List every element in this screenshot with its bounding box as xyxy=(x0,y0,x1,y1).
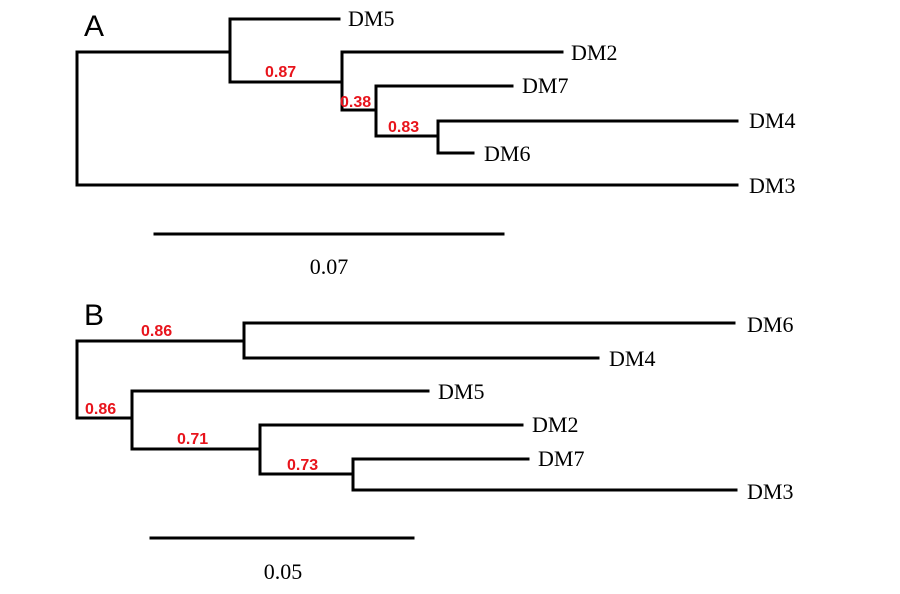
support-value-a-2: 0.38 xyxy=(340,94,371,111)
leaf-label-dm7-a: DM7 xyxy=(522,73,568,98)
leaf-label-dm6-a: DM6 xyxy=(484,141,530,166)
support-value-a-3: 0.83 xyxy=(388,119,419,136)
leaf-label-dm4-b: DM4 xyxy=(609,346,655,371)
leaf-label-dm3-b: DM3 xyxy=(747,479,793,504)
leaf-label-dm4-a: DM4 xyxy=(749,108,795,133)
support-value-b-3: 0.71 xyxy=(177,431,208,448)
leaf-label-dm2-a: DM2 xyxy=(571,40,617,65)
support-value-b-4: 0.73 xyxy=(287,457,318,474)
leaf-label-dm7-b: DM7 xyxy=(538,446,584,471)
leaf-label-dm5-b: DM5 xyxy=(438,379,484,404)
scale-bar-label-b: 0.05 xyxy=(264,559,303,584)
leaf-label-dm6-b: DM6 xyxy=(747,312,793,337)
leaf-label-dm5-a: DM5 xyxy=(348,6,394,31)
tree-panel-a: A DM5 DM2 DM7 DM4 DM6 DM3 0.87 0.38 0.83 xyxy=(75,6,795,279)
panel-label-b: B xyxy=(84,299,104,332)
support-value-a-1: 0.87 xyxy=(265,64,296,81)
support-value-b-1: 0.86 xyxy=(141,323,172,340)
scale-bar-label-a: 0.07 xyxy=(310,254,349,279)
support-value-b-2: 0.86 xyxy=(85,401,116,418)
tree-panel-b: B DM6 DM4 DM5 DM2 DM7 DM3 0.86 0.86 0.71… xyxy=(75,299,793,584)
leaf-label-dm2-b: DM2 xyxy=(532,412,578,437)
leaf-label-dm3-a: DM3 xyxy=(749,173,795,198)
panel-label-a: A xyxy=(84,10,104,43)
